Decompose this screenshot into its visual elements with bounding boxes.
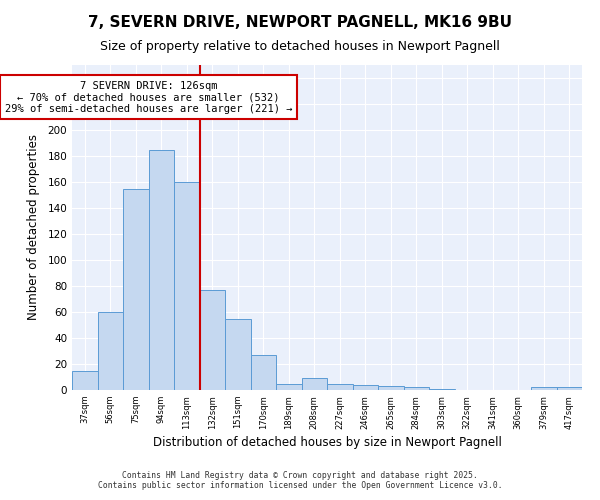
Bar [404,388,429,390]
Text: 7, SEVERN DRIVE, NEWPORT PAGNELL, MK16 9BU: 7, SEVERN DRIVE, NEWPORT PAGNELL, MK16 9… [88,15,512,30]
Text: Size of property relative to detached houses in Newport Pagnell: Size of property relative to detached ho… [100,40,500,53]
Bar [302,378,327,390]
Bar [327,384,353,390]
Bar [174,182,199,390]
Bar [429,388,455,390]
Y-axis label: Number of detached properties: Number of detached properties [28,134,40,320]
Bar [531,388,557,390]
Bar [225,318,251,390]
Text: Contains HM Land Registry data © Crown copyright and database right 2025.
Contai: Contains HM Land Registry data © Crown c… [98,470,502,490]
Text: 7 SEVERN DRIVE: 126sqm
← 70% of detached houses are smaller (532)
29% of semi-de: 7 SEVERN DRIVE: 126sqm ← 70% of detached… [5,80,292,114]
X-axis label: Distribution of detached houses by size in Newport Pagnell: Distribution of detached houses by size … [152,436,502,448]
Bar [353,385,378,390]
Bar [557,388,582,390]
Bar [123,188,149,390]
Bar [97,312,123,390]
Bar [251,355,276,390]
Bar [199,290,225,390]
Bar [378,386,404,390]
Bar [276,384,302,390]
Bar [72,370,97,390]
Bar [149,150,174,390]
